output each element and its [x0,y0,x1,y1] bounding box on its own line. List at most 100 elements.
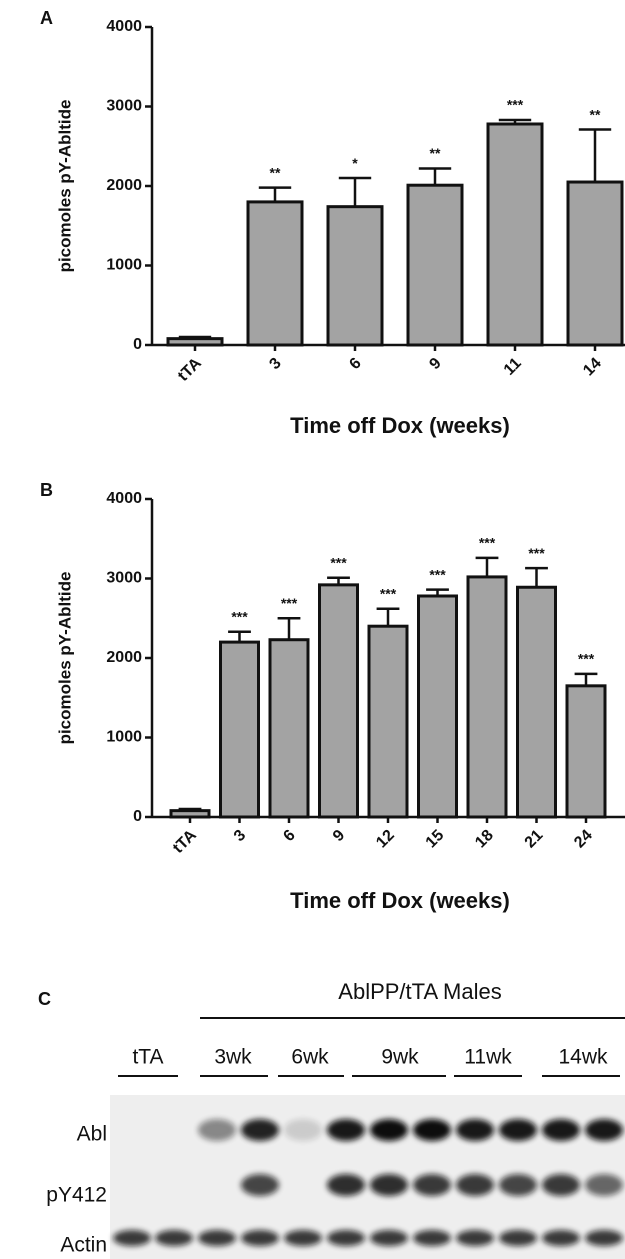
blot-band [198,1119,236,1141]
bar [328,207,382,345]
y-tick-label: 1000 [106,729,142,746]
blot-band [284,1119,322,1141]
bar [248,202,302,345]
x-tick-label: 6 [346,355,364,373]
bar [419,596,457,817]
significance-label: *** [578,651,595,667]
x-tick-label: 15 [423,827,448,852]
page: {"chart_data": [ {"type": "bar", "panel_… [0,0,625,1259]
x-tick-label: tTA [175,354,205,384]
blot-band [241,1174,279,1196]
x-tick-label: tTA [170,826,200,856]
blot-band [327,1119,365,1141]
blot-band [155,1230,193,1246]
x-tick-label: 6 [280,827,298,845]
y-tick-label: 4000 [106,490,142,507]
lane-label: 9wk [381,1046,419,1069]
lane-label: 3wk [214,1046,252,1069]
x-tick-label: 12 [373,827,398,852]
blot-band [585,1174,623,1196]
blot-band [413,1119,451,1141]
panel-label: C [38,989,51,1009]
significance-label: *** [330,554,347,570]
panel-label: A [40,8,53,28]
y-tick-label: 4000 [106,18,142,35]
bar [408,185,462,345]
blot-band [327,1174,365,1196]
significance-label: *** [281,595,298,611]
blot-band [456,1174,494,1196]
western-blot: C AblPP/tTA Males tTA 3wk 6wk 9wk 11wk 14wk Ab… [38,979,625,1259]
significance-label: *** [380,585,397,601]
y-tick-label: 0 [133,808,142,825]
significance-label: *** [507,97,524,113]
row-label: pY412 [46,1184,107,1207]
x-tick-label: 14 [580,355,605,380]
x-tick-label: 11 [501,355,525,379]
x-tick-label: 3 [231,827,249,845]
x-tick-label: 21 [522,827,547,852]
bar [221,642,259,817]
lane-label: 14wk [558,1046,608,1069]
group-label: AblPP/tTA Males [338,979,501,1004]
panel-label: B [40,480,53,500]
blot-band [499,1230,537,1246]
blot-band [370,1230,408,1246]
bar [468,577,506,817]
blot-band [585,1119,623,1141]
blot-band [198,1230,236,1246]
bar [488,124,542,345]
blot-band [542,1174,580,1196]
x-tick-label: 24 [571,827,596,852]
lane-label: tTA [132,1046,163,1069]
lane-label: 11wk [464,1046,512,1069]
x-tick-label: 9 [330,827,348,845]
y-tick-label: 0 [133,336,142,353]
y-axis-title: picomoles pY-Abltide [55,100,74,273]
blot-band [284,1230,322,1246]
blot-band [413,1174,451,1196]
blot-band [413,1230,451,1246]
blot-band [370,1119,408,1141]
blot-band [499,1174,537,1196]
blot-band [542,1230,580,1246]
bar [567,686,605,817]
y-tick-label: 3000 [106,570,142,587]
significance-label: ** [430,145,441,161]
significance-label: *** [528,545,545,561]
significance-label: *** [429,566,446,582]
y-tick-label: 2000 [106,649,142,666]
y-tick-label: 3000 [106,98,142,115]
bar [320,585,358,817]
y-axis-title: picomoles pY-Abltide [55,572,74,745]
x-tick-label: 18 [472,827,497,852]
blot-band [327,1230,365,1246]
bar [369,626,407,817]
significance-label: ** [590,106,601,122]
bar [270,640,308,817]
x-axis-title: Time off Dox (weeks) [290,413,510,438]
x-tick-label: 3 [266,355,284,373]
blot-band [241,1119,279,1141]
blot-band [370,1174,408,1196]
blot-band [241,1230,279,1246]
significance-label: ** [270,164,281,180]
lane-label: 6wk [291,1046,329,1069]
blot-band [499,1119,537,1141]
row-label: Abl [77,1123,107,1146]
y-tick-label: 2000 [106,177,142,194]
blot-band [585,1230,623,1246]
y-tick-label: 1000 [106,257,142,274]
bar [518,587,556,817]
row-label: Actin [60,1234,107,1257]
blot-band [542,1119,580,1141]
blot-band [113,1230,151,1246]
blot-band [456,1119,494,1141]
x-tick-label: 9 [426,355,444,373]
bar [568,182,622,345]
significance-label: *** [479,535,496,551]
blot-band [456,1230,494,1246]
figure: C AblPP/tTA Males tTA 3wk 6wk 9wk 11wk 14wk Ab… [0,0,625,1259]
significance-label: *** [231,608,248,624]
x-axis-title: Time off Dox (weeks) [290,888,510,913]
